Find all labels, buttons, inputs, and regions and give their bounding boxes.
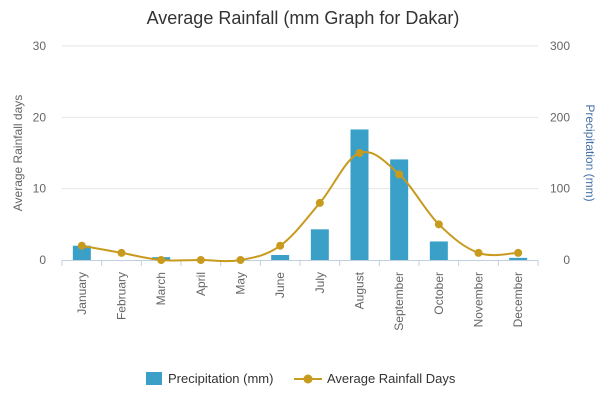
left-tick-label: 0 bbox=[39, 253, 46, 267]
precipitation-bar bbox=[509, 257, 528, 260]
left-tick-label: 30 bbox=[33, 39, 47, 53]
x-category-label: June bbox=[273, 272, 287, 298]
precipitation-bar bbox=[390, 159, 409, 260]
left-tick-label: 20 bbox=[33, 110, 47, 124]
x-category-label: September bbox=[392, 272, 406, 331]
x-category-label: March bbox=[154, 272, 168, 305]
chart-title: Average Rainfall (mm Graph for Dakar) bbox=[147, 8, 460, 28]
left-tick-label: 10 bbox=[33, 182, 47, 196]
x-category-label: November bbox=[472, 272, 486, 327]
right-tick-label: 100 bbox=[550, 182, 570, 196]
right-tick-label: 200 bbox=[550, 110, 570, 124]
rainfall-days-point bbox=[434, 220, 443, 229]
legend-precipitation-label: Precipitation (mm) bbox=[168, 371, 273, 386]
x-category-label: April bbox=[194, 272, 208, 296]
precipitation-bar bbox=[271, 255, 290, 260]
right-tick-label: 0 bbox=[563, 253, 570, 267]
x-category-label: October bbox=[432, 272, 446, 315]
grid-lines bbox=[62, 45, 538, 190]
left-axis-title: Average Rainfall days bbox=[11, 95, 25, 212]
x-category-label: January bbox=[75, 272, 89, 315]
rainfall-days-line-path bbox=[81, 150, 519, 263]
rainfall-days-point bbox=[236, 256, 245, 264]
precipitation-bar bbox=[350, 129, 369, 260]
right-tick-label: 300 bbox=[550, 39, 570, 53]
x-category-label: February bbox=[115, 272, 129, 320]
legend-precipitation-swatch bbox=[146, 372, 162, 385]
rainfall-days-point bbox=[196, 256, 205, 264]
rainfall-days-point bbox=[117, 248, 126, 257]
rainfall-days-point bbox=[474, 248, 483, 257]
rainfall-days-point bbox=[395, 170, 404, 179]
legend: Precipitation (mm) Average Rainfall Days bbox=[146, 371, 456, 386]
right-axis-title: Precipitation (mm) bbox=[583, 104, 597, 201]
rainfall-days-point bbox=[157, 256, 166, 264]
rainfall-days-point bbox=[276, 241, 285, 250]
x-category-label: August bbox=[353, 271, 367, 309]
rainfall-days-line bbox=[77, 149, 523, 264]
precipitation-bars bbox=[72, 129, 528, 260]
x-category-label: May bbox=[234, 272, 248, 295]
precipitation-bar bbox=[429, 241, 448, 260]
x-category-label: July bbox=[313, 272, 327, 293]
rainfall-days-point bbox=[77, 241, 86, 250]
legend-rainfall-days-label: Average Rainfall Days bbox=[327, 371, 456, 386]
legend-rainfall-days-marker bbox=[303, 374, 313, 384]
rainfall-days-point bbox=[315, 198, 324, 207]
precipitation-bar bbox=[72, 245, 91, 260]
rainfall-days-point bbox=[514, 248, 523, 257]
rainfall-days-point bbox=[355, 149, 364, 157]
precipitation-bar bbox=[310, 229, 329, 260]
x-category-label: December bbox=[511, 272, 525, 327]
